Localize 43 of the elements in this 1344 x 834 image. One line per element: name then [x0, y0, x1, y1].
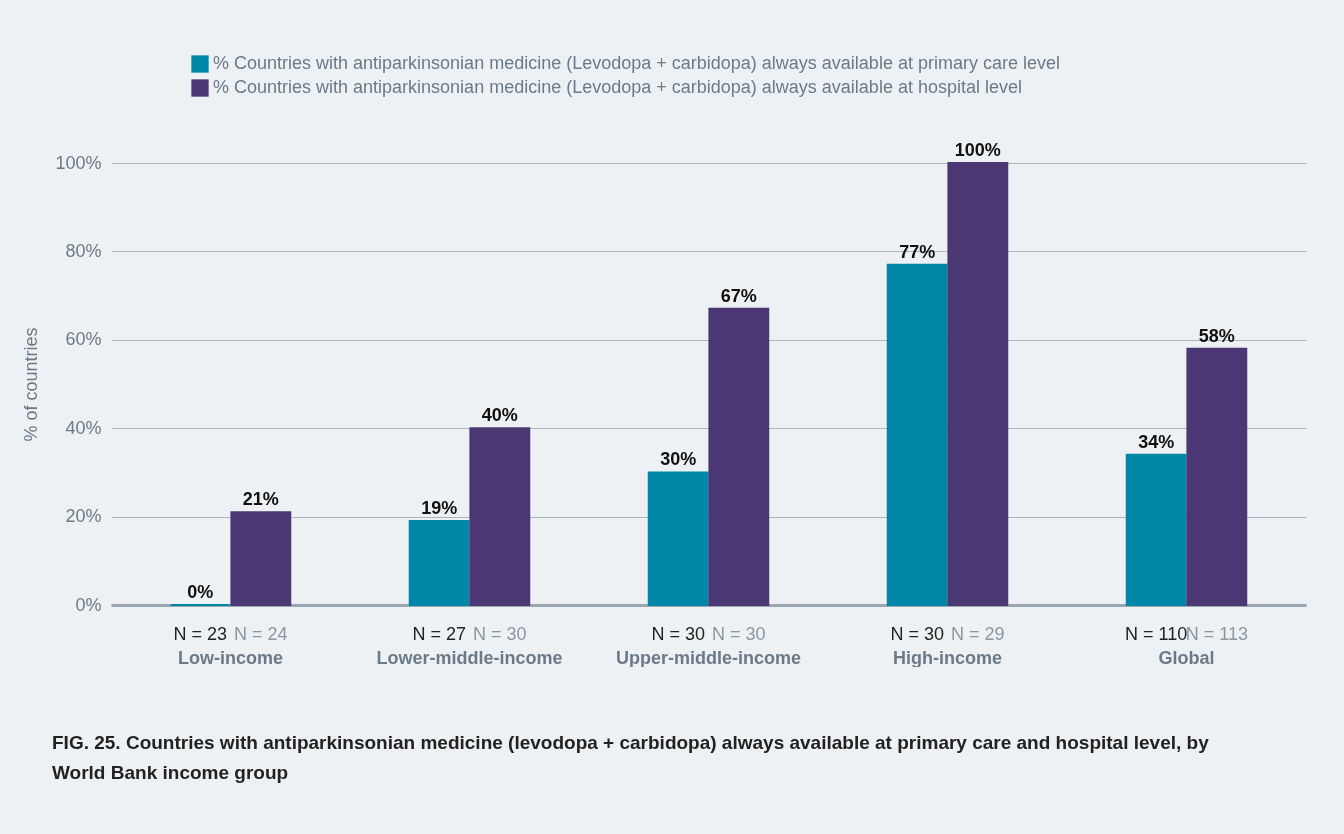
data-label: 34%: [1138, 431, 1175, 452]
y-tick-label: 0%: [75, 594, 102, 615]
y-tick-label: 60%: [65, 329, 102, 350]
text: N = 27: [412, 624, 466, 644]
text: N = 30: [651, 624, 705, 644]
x-tick-label: Lower-middle-income: [376, 647, 563, 668]
bar: [708, 307, 770, 606]
data-label: 30%: [660, 449, 697, 470]
x-tick-label: Global: [1158, 647, 1215, 668]
text: FIG. 25. Countries with antiparkinsonian medicine (levodopa + carbidopa) always available at primary care and hospital level, by World Bank income group: [52, 731, 1210, 785]
text: N = 30: [712, 624, 766, 644]
y-axis-title: % of countries: [21, 327, 42, 442]
y-tick-label: 40%: [65, 417, 102, 438]
text: N = 110: [1125, 624, 1188, 644]
x-tick-label: High-income: [892, 647, 1003, 668]
data-label: 77%: [899, 241, 936, 262]
bar: [469, 427, 531, 606]
y-tick-label: 80%: [65, 240, 102, 261]
data-label: 58%: [1198, 325, 1235, 346]
bar: [230, 511, 292, 606]
x-tick-label: Upper-middle-income: [615, 647, 802, 668]
y-tick-label: 100%: [55, 152, 102, 173]
bar: [647, 471, 709, 606]
bar: [408, 520, 470, 606]
bar: [1125, 453, 1187, 606]
bar: [886, 263, 948, 606]
x-tick-label: Low-income: [177, 647, 284, 668]
y-tick-label: 20%: [65, 506, 102, 527]
data-label: 40%: [481, 405, 518, 426]
data-label: 19%: [421, 498, 458, 519]
data-label: 21%: [242, 489, 279, 510]
legend-label: % Countries with antiparkinsonian medicine (Levodopa + carbidopa) always available at hospital level: [213, 77, 1022, 97]
text: N = 24: [234, 624, 288, 644]
bar: [1186, 347, 1248, 606]
text: N = 30: [473, 624, 527, 644]
text: N = 23: [173, 624, 227, 644]
legend-label: % Countries with antiparkinsonian medicine (Levodopa + carbidopa) always available at primary care level: [213, 53, 1060, 73]
bar: [947, 162, 1009, 606]
data-label: 67%: [720, 285, 757, 306]
text: N = 29: [951, 624, 1005, 644]
data-label: 0%: [187, 582, 214, 602]
text: N = 30: [890, 624, 944, 644]
data-label: 100%: [954, 140, 1001, 160]
